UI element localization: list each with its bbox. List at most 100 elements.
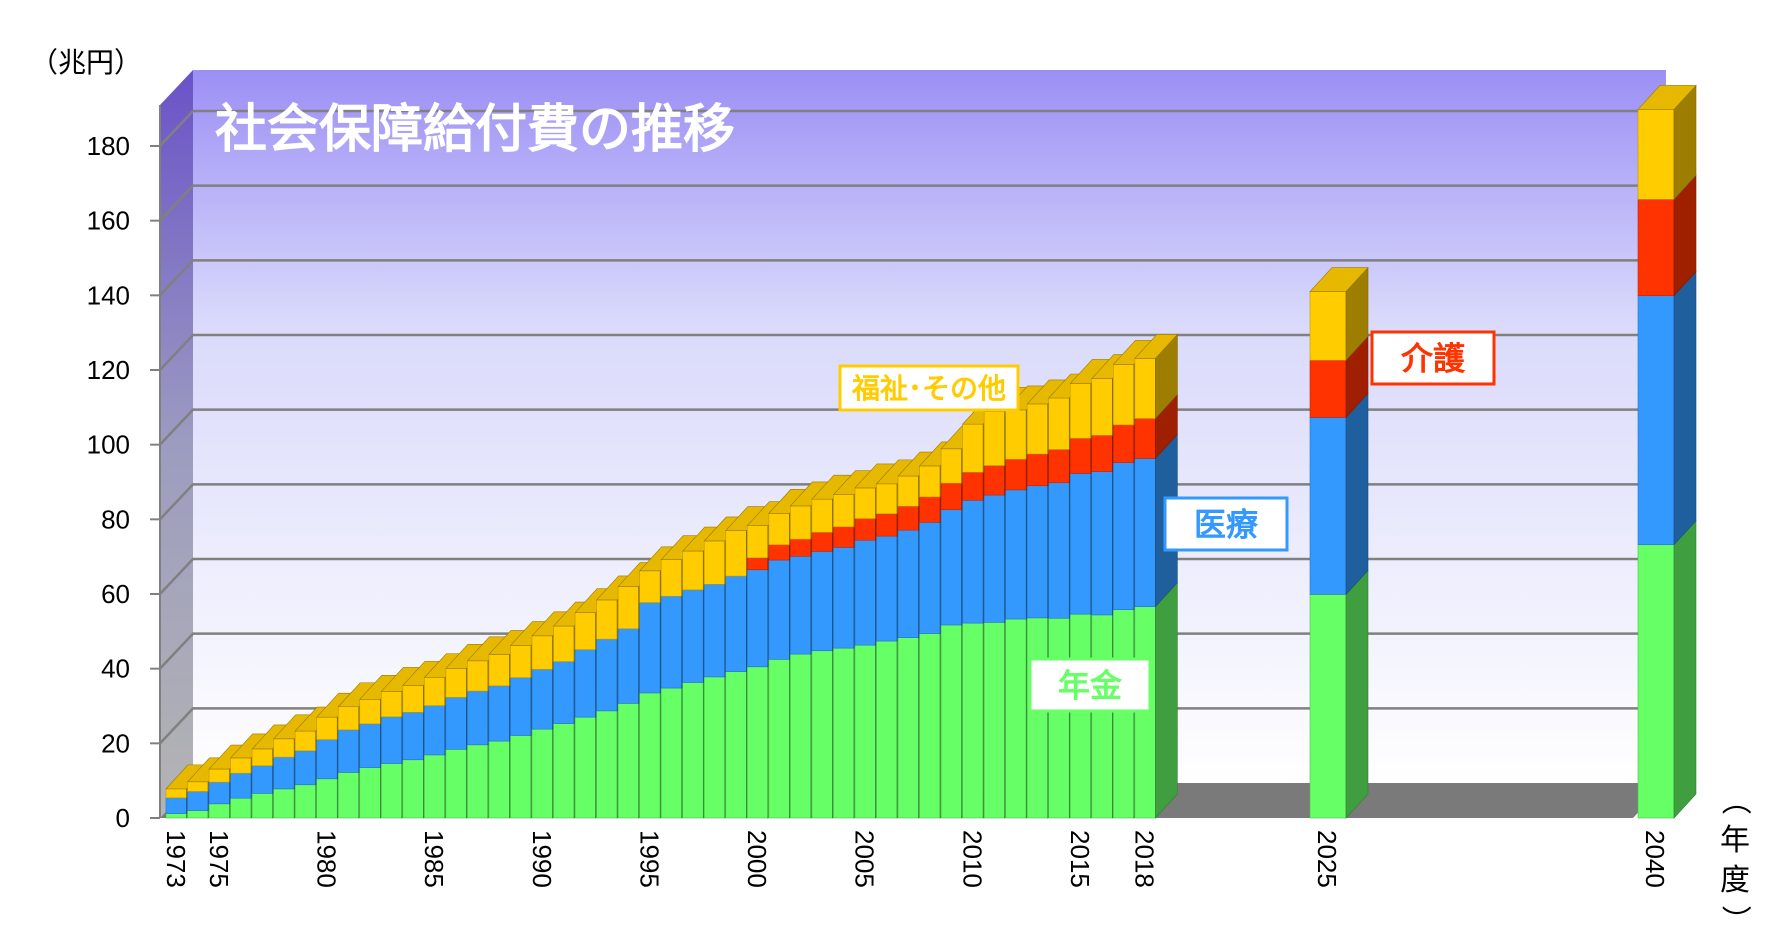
bar-segment (316, 739, 338, 780)
bar-segment (488, 740, 510, 819)
bar-segment (1113, 609, 1135, 819)
bar-segment-side (1673, 270, 1697, 546)
x-tick-label: 2018 (1130, 830, 1160, 888)
gridline (159, 184, 1666, 222)
bar-segment (747, 569, 769, 668)
bar-segment (208, 768, 230, 783)
bar-segment (1069, 473, 1092, 615)
bar-segment (639, 602, 661, 694)
bar-segment (897, 505, 919, 531)
bar-segment (919, 522, 941, 634)
bar-2018 (1134, 333, 1179, 819)
bar-segment (553, 723, 575, 819)
bar-segment (617, 628, 639, 704)
bar-segment (962, 499, 984, 624)
bar-segment (424, 754, 446, 819)
bar-segment (854, 644, 876, 819)
bar-segment (574, 716, 596, 819)
bar-segment (811, 650, 833, 819)
bar-segment (1113, 424, 1135, 463)
bar-segment (962, 423, 984, 473)
bar-segment (531, 669, 553, 730)
y-tick-label: 0 (116, 803, 130, 833)
y-tick-label: 100 (87, 430, 130, 460)
bar-segment (359, 698, 381, 725)
bar-segment (1069, 613, 1092, 819)
bar-segment (811, 532, 833, 552)
x-tick-label: 1980 (311, 830, 341, 888)
bar-segment (251, 765, 273, 794)
bar-segment (639, 692, 661, 819)
y-tick-label: 60 (101, 579, 130, 609)
bar-segment (897, 529, 919, 638)
bar-segment (316, 716, 338, 740)
bar-segment (1091, 614, 1113, 819)
bar-segment (337, 729, 360, 773)
bar-segment (510, 735, 532, 819)
bar-top (1309, 267, 1369, 292)
bar-segment (359, 767, 381, 819)
bar-segment (1309, 359, 1347, 418)
bar-segment (1637, 295, 1675, 546)
bar-segment (1048, 482, 1070, 619)
bar-segment (1309, 291, 1347, 361)
y-tick-label: 40 (101, 654, 130, 684)
bar-segment-side (1345, 392, 1369, 596)
bar-segment (790, 555, 812, 655)
series-label-text: 年金 (1058, 667, 1123, 705)
bar-segment (316, 778, 338, 819)
x-tick-label: 1985 (419, 830, 449, 888)
bar-segment (402, 685, 424, 713)
bar-segment (940, 448, 962, 484)
bar-segment (424, 705, 446, 756)
bar-segment (187, 810, 209, 819)
bar-segment (876, 640, 898, 819)
x-tick-label: 2000 (742, 830, 772, 888)
bar-segment (1026, 617, 1049, 819)
bar-segment (187, 791, 209, 811)
y-tick-label: 140 (87, 280, 130, 310)
bar-segment (962, 471, 984, 501)
bar-segment (833, 494, 855, 528)
x-tick-label: 2010 (957, 830, 987, 888)
gridline (159, 109, 1666, 147)
bar-segment (208, 803, 230, 819)
bar-segment (553, 625, 575, 662)
bar-segment (1113, 462, 1135, 610)
x-tick-label: 1973 (161, 830, 191, 888)
x-tick-label: 2025 (1312, 830, 1342, 888)
bar-segment (1048, 397, 1070, 450)
bar-segment (919, 633, 941, 819)
bar-2025 (1309, 266, 1369, 819)
x-tick-label: 1975 (204, 830, 234, 888)
bar-segment-side (1345, 569, 1369, 819)
bar-segment (703, 583, 726, 678)
x-tick-label: 1995 (634, 830, 664, 888)
bar-segment (703, 676, 726, 819)
bar-segment (1005, 458, 1027, 491)
bar-segment (574, 612, 596, 650)
bar-segment (1069, 383, 1092, 439)
bar-segment (1048, 617, 1070, 819)
x-axis-unit-char: （ (1717, 785, 1752, 815)
bar-segment (747, 525, 769, 559)
x-axis-unit: （ 年度 ） (1717, 785, 1752, 932)
gridline (159, 259, 1666, 297)
bar-top (1134, 334, 1179, 359)
bar-segment (1637, 109, 1675, 200)
bar-segment (1637, 544, 1675, 819)
series-label-福祉・その他: 福祉･その他 (838, 364, 1020, 412)
bar-segment (1091, 471, 1113, 616)
bar-segment (531, 635, 553, 670)
bar-segment (1134, 358, 1156, 419)
bar-segment (682, 682, 704, 819)
series-label-text: 福祉･その他 (851, 372, 1006, 405)
bar-segment (983, 494, 1005, 623)
x-axis-unit-char: 年 (1720, 823, 1750, 858)
bar-segment (380, 691, 403, 718)
bar-segment (359, 723, 381, 768)
bar-segment (510, 677, 532, 736)
bar-segment (703, 540, 726, 585)
